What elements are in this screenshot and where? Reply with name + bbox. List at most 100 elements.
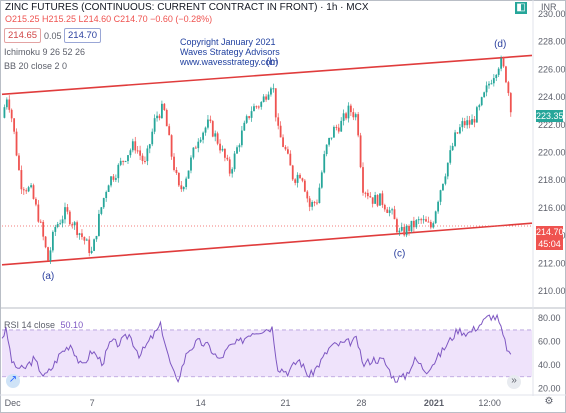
candle-body	[442, 183, 444, 191]
candle-body	[383, 204, 386, 210]
candle-body	[432, 223, 435, 228]
candle-body	[313, 202, 316, 204]
candle-body	[422, 219, 425, 221]
candle-body	[359, 135, 362, 168]
chart-style-icon[interactable]: ◧	[515, 2, 527, 14]
candle-body	[277, 117, 280, 126]
candle-body	[240, 130, 243, 146]
candle-body	[49, 250, 52, 261]
candle-body	[224, 148, 226, 158]
candle-body	[102, 198, 105, 208]
candle-body	[214, 133, 217, 137]
candle-body	[117, 164, 120, 179]
ask-price[interactable]: 214.70	[64, 28, 102, 43]
candle-body	[340, 120, 343, 132]
candle-body	[253, 106, 255, 112]
symbol-title[interactable]: ZINC FUTURES (CONTINUOUS: CURRENT CONTRA…	[5, 2, 369, 13]
ichimoku-indicator-label[interactable]: Ichimoku 9 26 52 26	[4, 47, 86, 57]
candle-body	[420, 219, 423, 221]
candle-body	[85, 239, 88, 241]
candle-body	[83, 236, 86, 241]
candle-body	[337, 127, 340, 132]
candle-body	[202, 132, 204, 140]
candle-body	[357, 114, 360, 136]
candle-body	[180, 185, 183, 190]
candle-body	[18, 155, 20, 171]
candle-body	[61, 219, 64, 224]
candle-body	[10, 109, 13, 119]
candle-body	[289, 153, 292, 166]
candle-body	[391, 209, 393, 211]
currency-label[interactable]: INR	[541, 2, 557, 12]
scroll-right-icon[interactable]: »	[507, 375, 521, 389]
candle-body	[456, 132, 459, 134]
candle-body	[197, 141, 200, 149]
settings-icon[interactable]: ⚙	[544, 396, 554, 407]
candle-body	[449, 150, 452, 163]
candle-body	[282, 137, 284, 147]
time-tick-label: 7	[90, 398, 95, 408]
candle-body	[364, 192, 367, 194]
bar-countdown-tag: 45:04	[536, 238, 563, 250]
candle-body	[105, 191, 108, 199]
candle-body	[303, 180, 306, 192]
candle-body	[221, 148, 224, 151]
candle-body	[412, 220, 415, 228]
candle-body	[497, 68, 500, 75]
candle-body	[374, 195, 377, 204]
candle-body	[231, 169, 234, 174]
candle-body	[68, 211, 71, 225]
candle-body	[44, 236, 47, 248]
candle-body	[78, 233, 81, 235]
candle-body	[226, 157, 229, 160]
candle-body	[192, 147, 195, 158]
candle-body	[434, 211, 437, 224]
rsi-tick-label: 80.00	[538, 313, 561, 323]
bollinger-indicator-label[interactable]: BB 20 close 2 0	[4, 61, 68, 71]
time-tick-label: 21	[281, 398, 291, 408]
candle-body	[410, 220, 413, 232]
copyright-line2: Waves Strategy Advisors	[180, 47, 280, 57]
candle-body	[308, 198, 311, 207]
candle-body	[42, 221, 45, 237]
candle-body	[296, 174, 299, 183]
candle-body	[260, 102, 263, 107]
candle-body	[127, 155, 129, 162]
candle-body	[279, 125, 282, 138]
channel-upper-line	[1, 54, 533, 96]
rsi-line	[1, 313, 512, 383]
candle-body	[148, 144, 151, 149]
candle-body	[153, 118, 156, 132]
candle-body	[35, 198, 37, 205]
copyright-line3: www.wavesstrategy.com	[180, 57, 278, 67]
candle-body	[347, 105, 350, 119]
rsi-tick-label: 60.00	[538, 337, 561, 347]
candle-body	[454, 132, 456, 146]
candle-body	[129, 150, 132, 156]
candle-body	[325, 144, 328, 155]
candle-body	[379, 193, 381, 206]
candle-body	[299, 174, 301, 179]
candle-body	[488, 83, 490, 86]
candle-body	[175, 170, 178, 174]
candle-body	[233, 153, 236, 170]
candle-body	[228, 159, 231, 174]
candle-body	[439, 190, 442, 202]
candle-body	[119, 160, 122, 165]
bid-price[interactable]: 214.65	[4, 28, 42, 43]
candle-body	[134, 141, 137, 151]
copyright-line1: Copyright January 2021	[180, 37, 276, 47]
candle-body	[209, 119, 212, 122]
rsi-value: 50.10	[60, 320, 84, 330]
candle-body	[20, 170, 23, 190]
candle-body	[37, 204, 40, 222]
candle-body	[267, 94, 270, 100]
time-zone-icon[interactable]: ↗	[6, 374, 20, 388]
candle-body	[216, 133, 219, 144]
candle-body	[333, 126, 335, 138]
candle-body	[131, 141, 134, 151]
candle-body	[30, 185, 32, 188]
candle-body	[165, 109, 168, 127]
rsi-indicator-label[interactable]: RSI 14 close 50.10	[4, 320, 83, 330]
